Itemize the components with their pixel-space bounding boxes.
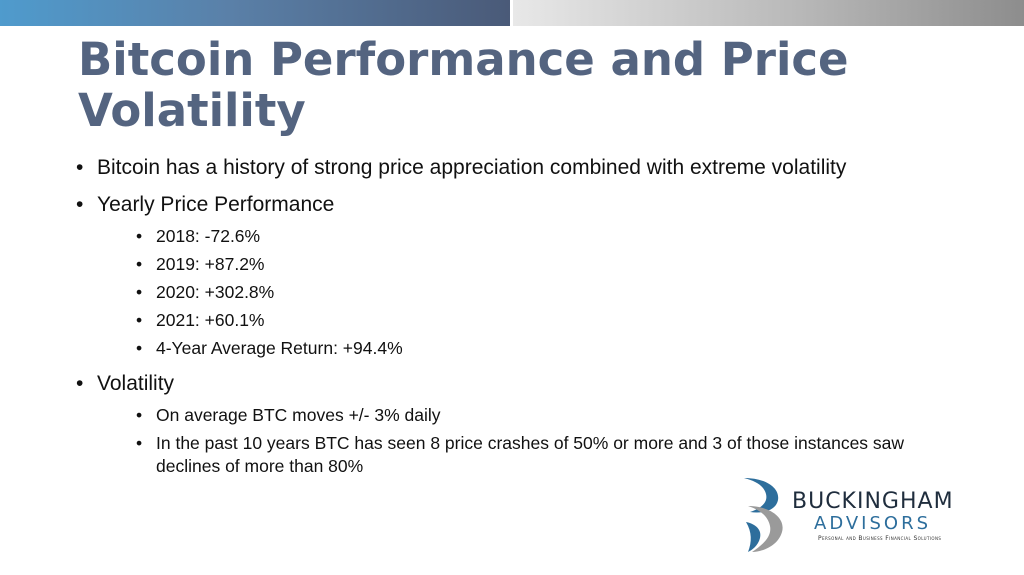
sub-bullet-item: 4-Year Average Return: +94.4% xyxy=(97,337,936,360)
logo-name-text: BUCKINGHAM xyxy=(792,489,954,514)
sub-bullet-item: 2018: -72.6% xyxy=(97,225,936,248)
logo-tagline: Personal and Business Financial Solution… xyxy=(818,535,942,542)
buckingham-logo: BUCKINGHAM ADVISORS Personal and Busines… xyxy=(740,476,990,554)
logo-sub-text: ADVISORS xyxy=(814,513,932,534)
sub-bullet-item: 2019: +87.2% xyxy=(97,253,936,276)
sub-bullet-list: 2018: -72.6% 2019: +87.2% 2020: +302.8% … xyxy=(97,225,936,360)
sub-bullet-item: 2020: +302.8% xyxy=(97,281,936,304)
bullet-text: Yearly Price Performance xyxy=(97,193,335,216)
sub-bullet-item: On average BTC moves +/- 3% daily xyxy=(97,404,936,427)
slide-title: Bitcoin Performance and Price Volatility xyxy=(78,33,849,137)
bullet-item: Volatility On average BTC moves +/- 3% d… xyxy=(76,370,936,478)
bullet-item: Bitcoin has a history of strong price ap… xyxy=(76,154,936,181)
sub-bullet-item: In the past 10 years BTC has seen 8 pric… xyxy=(97,432,936,478)
bullet-list: Bitcoin has a history of strong price ap… xyxy=(76,154,936,478)
slide-content: Bitcoin has a history of strong price ap… xyxy=(76,154,936,488)
sub-bullet-item: 2021: +60.1% xyxy=(97,309,936,332)
sub-bullet-list: On average BTC moves +/- 3% daily In the… xyxy=(97,404,936,478)
bullet-text: Bitcoin has a history of strong price ap… xyxy=(97,156,847,179)
logo-swoosh-icon xyxy=(744,478,783,552)
bullet-text: Volatility xyxy=(97,372,175,395)
bullet-item: Yearly Price Performance 2018: -72.6% 20… xyxy=(76,191,936,360)
top-accent-bar-right xyxy=(513,0,1024,26)
top-accent-bar-left xyxy=(0,0,510,26)
